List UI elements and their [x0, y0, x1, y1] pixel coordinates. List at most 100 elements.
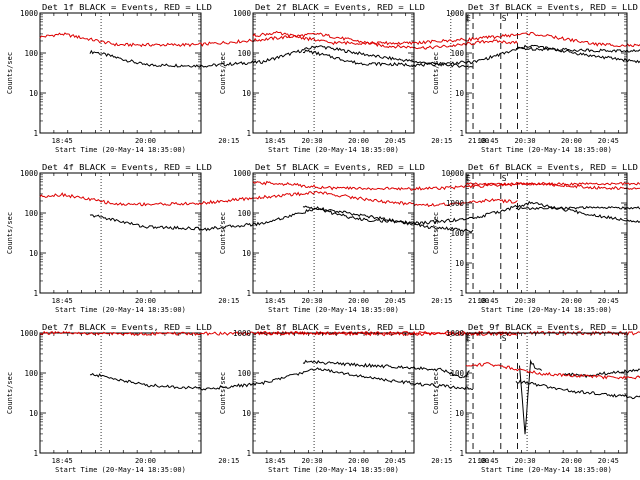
panel-det-7: Det 7f BLACK = Events, RED = LLD 1 10 100 10…: [6, 322, 518, 474]
plot-frame: [39, 332, 202, 454]
y-tick-label: 10: [455, 409, 465, 418]
y-axis-label: Counts/sec: [432, 212, 440, 254]
x-tick-label: 21:00: [468, 137, 489, 145]
x-tick-label: 20:15: [431, 137, 452, 145]
x-tick-label: 20:30: [301, 137, 322, 145]
marker-label-s: S: [502, 14, 507, 23]
y-tick-label: 1000: [20, 329, 39, 338]
plot-frame: [465, 332, 628, 454]
x-tick-label: 20:30: [301, 297, 322, 305]
x-tick-label: 20:00: [348, 137, 369, 145]
y-tick-label: 100: [24, 209, 38, 218]
y-tick-label: 100: [237, 209, 251, 218]
x-tick-label: 20:00: [561, 297, 582, 305]
y-tick-label: 10: [242, 249, 252, 258]
x-tick-label: 20:00: [561, 137, 582, 145]
x-tick-label: 20:45: [385, 137, 406, 145]
x-tick-label: 20:00: [561, 457, 582, 465]
y-axis-label: Counts/sec: [6, 52, 14, 94]
lld-series-line: [252, 180, 640, 191]
x-axis-label: Start Time (20-May-14 18:35:00): [55, 146, 186, 154]
y-tick-label: 1000: [446, 199, 465, 208]
panel-det-5: Det 5f BLACK = Events, RED = LLD 1 10 100 10…: [219, 162, 640, 314]
y-tick-label: 1000: [233, 9, 252, 18]
x-tick-label: 18:45: [265, 457, 286, 465]
x-tick-label: 20:30: [514, 297, 535, 305]
plot-frame: [39, 172, 202, 294]
panel-title: Det 2f BLACK = Events, RED = LLD: [255, 2, 425, 12]
lld-series-line: [252, 30, 640, 48]
lld-series-line: [39, 32, 518, 50]
marker-label-s: S: [502, 334, 507, 343]
x-tick-label: 20:15: [218, 297, 239, 305]
x-tick-label: 20:45: [598, 137, 619, 145]
events-series-line: [515, 46, 640, 53]
lld-series-line: [465, 362, 640, 380]
y-tick-label: 10: [29, 409, 39, 418]
x-tick-label: 18:45: [265, 297, 286, 305]
x-tick-label: 18:45: [52, 457, 73, 465]
x-axis-label: Start Time (20-May-14 18:35:00): [55, 466, 186, 474]
plot-frame: [252, 12, 415, 134]
panel-det-2: Det 2f BLACK = Events, RED = LLD 1 10 100 10…: [219, 2, 640, 154]
y-tick-label: 1000: [233, 329, 252, 338]
y-axis-label: Counts/sec: [219, 52, 227, 94]
panel-title: Det 1f BLACK = Events, RED = LLD: [42, 2, 212, 12]
panel-title: Det 6f BLACK = Events, RED = LLD: [468, 162, 638, 172]
y-axis-label: Counts/sec: [6, 372, 14, 414]
x-axis-label: Start Time (20-May-14 18:35:00): [481, 466, 612, 474]
events-series-line: [302, 44, 640, 68]
x-tick-label: 18:45: [52, 137, 73, 145]
marker-label-e: E: [466, 334, 471, 343]
panel-det-8: Det 8f BLACK = Events, RED = LLD 1 10 100 10…: [219, 322, 640, 474]
x-tick-label: 20:45: [598, 297, 619, 305]
x-tick-label: 20:30: [514, 457, 535, 465]
x-tick-label: 20:15: [431, 457, 452, 465]
y-tick-label: 1: [246, 289, 251, 298]
x-tick-label: 21:00: [468, 457, 489, 465]
x-tick-label: 18:45: [478, 297, 499, 305]
x-tick-label: 20:00: [348, 457, 369, 465]
x-tick-label: 20:15: [431, 297, 452, 305]
y-tick-label: 1: [246, 129, 251, 138]
panel-title: Det 8f BLACK = Events, RED = LLD: [255, 322, 425, 332]
panel-title: Det 3f BLACK = Events, RED = LLD: [468, 2, 638, 12]
x-axis-label: Start Time (20-May-14 18:35:00): [481, 306, 612, 314]
panel-det-4: Det 4f BLACK = Events, RED = LLD 1 10 100 10…: [6, 162, 518, 314]
y-tick-label: 1000: [20, 9, 39, 18]
y-axis-label: Counts/sec: [219, 372, 227, 414]
x-axis-label: Start Time (20-May-14 18:35:00): [268, 306, 399, 314]
x-tick-label: 20:00: [135, 297, 156, 305]
x-axis-label: Start Time (20-May-14 18:35:00): [268, 466, 399, 474]
x-tick-label: 20:00: [135, 137, 156, 145]
panel-title: Det 9f BLACK = Events, RED = LLD: [468, 322, 638, 332]
marker-label-e: E: [466, 14, 471, 23]
y-axis-label: Counts/sec: [432, 52, 440, 94]
panel-det-1: Det 1f BLACK = Events, RED = LLD 1 10 100 10…: [6, 2, 518, 154]
y-tick-label: 100: [24, 49, 38, 58]
plot-frame: [252, 332, 415, 454]
lld-series-line: [252, 330, 640, 336]
y-tick-label: 100: [450, 369, 464, 378]
events-series-line: [515, 205, 640, 211]
x-tick-label: 20:30: [301, 457, 322, 465]
y-tick-label: 100: [24, 369, 38, 378]
y-axis-label: Counts/sec: [6, 212, 14, 254]
plot-frame: [465, 172, 628, 294]
y-tick-label: 100: [237, 369, 251, 378]
y-tick-label: 1: [246, 449, 251, 458]
x-tick-label: 20:45: [385, 297, 406, 305]
panels-layer: Det 1f BLACK = Events, RED = LLD 1 10 100 10…: [6, 2, 640, 474]
panel-det-3: Det 3f BLACK = Events, RED = LLD 1 10 100 10…: [432, 2, 640, 154]
events-series-line: [89, 45, 474, 68]
x-tick-label: 20:00: [135, 457, 156, 465]
y-tick-label: 100: [450, 49, 464, 58]
x-axis-label: Start Time (20-May-14 18:35:00): [481, 146, 612, 154]
x-tick-label: 18:45: [478, 137, 499, 145]
x-tick-label: 20:15: [218, 137, 239, 145]
plot-frame: [465, 12, 628, 134]
y-tick-label: 10: [455, 259, 465, 268]
x-tick-label: 20:30: [514, 137, 535, 145]
plot-frame: [39, 12, 202, 134]
panel-det-9: Det 9f BLACK = Events, RED = LLD 1 10 100 10…: [432, 322, 640, 474]
